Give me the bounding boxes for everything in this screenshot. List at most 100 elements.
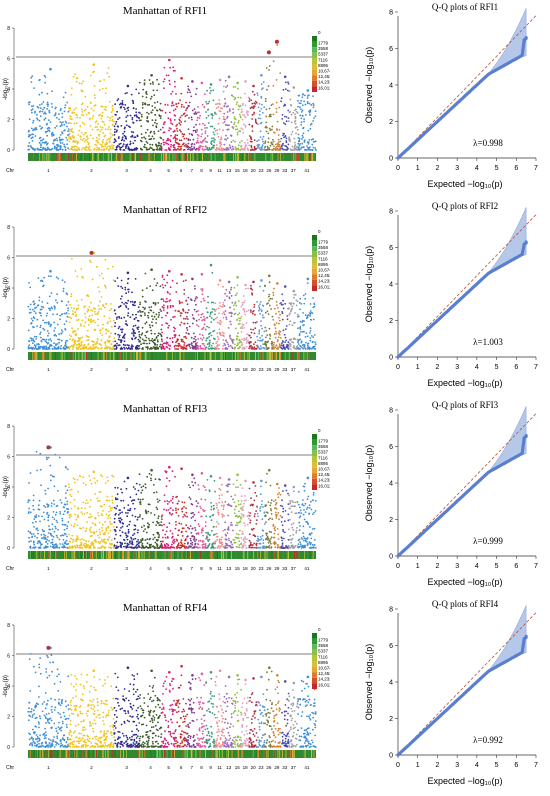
snp-point: [44, 534, 47, 537]
snp-point: [99, 329, 101, 332]
peak-point: [92, 470, 96, 474]
snp-point: [276, 340, 279, 343]
snp-point: [238, 312, 241, 314]
snp-point: [126, 324, 129, 327]
snp-point: [141, 332, 144, 335]
snp-point: [49, 344, 52, 346]
snp-point: [295, 299, 298, 302]
snp-point: [108, 147, 111, 150]
snp-point: [194, 129, 197, 132]
snp-point: [252, 347, 255, 350]
snp-point: [258, 332, 260, 335]
snp-point: [294, 141, 296, 144]
snp-point: [274, 327, 277, 329]
snp-point: [76, 275, 79, 278]
snp-point: [39, 115, 42, 118]
snp-point: [176, 134, 179, 137]
snp-point: [129, 520, 131, 523]
peak-point: [236, 276, 239, 279]
snp-point: [109, 529, 112, 532]
snp-point: [261, 144, 264, 147]
snp-point: [286, 318, 289, 321]
snp-point: [41, 346, 44, 349]
snp-point: [194, 287, 196, 290]
snp-point: [164, 537, 167, 539]
legend-swatch: [312, 36, 317, 42]
snp-point: [47, 519, 50, 522]
snp-point: [87, 309, 90, 312]
snp-point: [200, 347, 202, 350]
snp-point: [173, 326, 175, 329]
snp-point: [44, 506, 47, 508]
density-tick: [160, 153, 162, 161]
density-tick: [145, 352, 147, 360]
snp-point: [302, 127, 304, 130]
snp-point: [54, 112, 57, 114]
snp-point: [238, 346, 241, 348]
snp-point: [307, 146, 309, 149]
peak-point: [209, 83, 213, 86]
snp-point: [183, 293, 186, 295]
snp-point: [277, 336, 280, 339]
density-tick: [293, 153, 295, 161]
snp-point: [74, 311, 77, 314]
snp-point: [284, 348, 286, 350]
snp-point: [178, 342, 180, 345]
snp-point: [58, 341, 60, 344]
snp-point: [267, 340, 269, 343]
snp-point: [220, 149, 223, 151]
snp-point: [56, 117, 58, 119]
snp-point: [51, 135, 53, 137]
density-tick: [136, 352, 137, 360]
snp-point: [110, 343, 113, 346]
snp-point: [314, 110, 317, 112]
snp-point: [134, 515, 137, 518]
snp-point: [263, 106, 266, 109]
snp-point: [99, 126, 102, 128]
qq-x-tick-label: 5: [495, 364, 499, 371]
snp-point: [290, 338, 293, 341]
snp-point: [207, 114, 210, 117]
peak-point: [200, 81, 204, 85]
snp-point: [251, 90, 254, 93]
snp-point: [271, 298, 273, 300]
snp-point: [265, 346, 268, 348]
snp-point: [55, 299, 57, 302]
snp-point: [73, 145, 76, 148]
snp-point: [209, 125, 212, 128]
snp-point: [145, 321, 148, 324]
density-tick: [221, 352, 222, 360]
snp-point: [272, 103, 274, 105]
snp-point: [180, 321, 183, 324]
snp-point: [196, 347, 199, 350]
snp-point: [64, 485, 67, 488]
snp-point: [201, 289, 204, 292]
snp-point: [49, 464, 52, 467]
snp-point: [114, 128, 116, 131]
snp-point: [33, 526, 35, 528]
snp-point: [231, 94, 233, 97]
snp-point: [156, 522, 159, 524]
snp-point: [38, 296, 41, 299]
snp-point: [280, 137, 283, 140]
snp-point: [121, 331, 123, 334]
qq-x-axis-label: Expected −log₁₀(p): [427, 378, 502, 388]
snp-point: [170, 145, 172, 148]
snp-point: [42, 319, 44, 322]
snp-point: [144, 300, 147, 303]
snp-point: [90, 515, 93, 518]
snp-point: [248, 347, 251, 350]
snp-point: [154, 101, 156, 104]
snp-point: [206, 337, 209, 339]
snp-point: [57, 528, 59, 531]
snp-point: [233, 116, 236, 118]
snp-point: [123, 507, 126, 509]
snp-point: [53, 348, 56, 350]
snp-point: [161, 147, 163, 150]
snp-point: [83, 109, 86, 112]
snp-point: [158, 149, 161, 151]
snp-point: [145, 140, 148, 143]
snp-point: [127, 299, 130, 302]
snp-point: [304, 103, 307, 106]
snp-point: [140, 491, 143, 494]
